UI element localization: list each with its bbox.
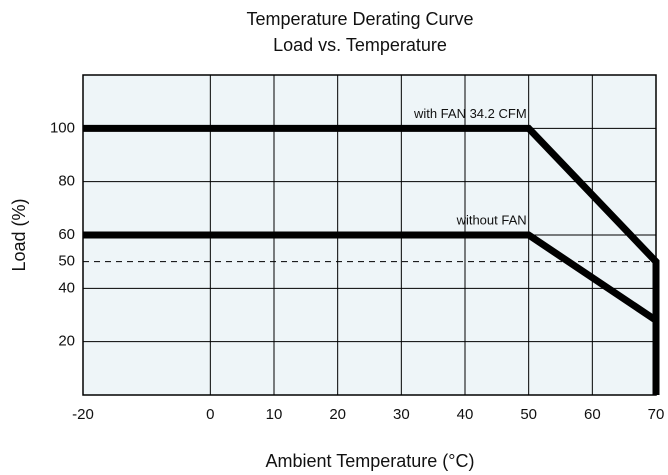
- x-tick-label: 30: [393, 406, 410, 423]
- reference-label: 50: [58, 253, 75, 270]
- x-tick-label: 10: [266, 406, 283, 423]
- x-tick-label: 40: [457, 406, 474, 423]
- y-tick-label: 80: [58, 173, 75, 190]
- y-axis-label: Load (%): [9, 198, 29, 271]
- y-tick-label: 20: [58, 333, 75, 350]
- x-tick-label: 70: [648, 406, 665, 423]
- y-tick-label: 100: [50, 119, 75, 136]
- series-line: [83, 231, 660, 395]
- series-label: without FAN: [456, 212, 527, 227]
- x-axis-label: Ambient Temperature (°C): [266, 451, 475, 471]
- x-tick-label: 50: [520, 406, 537, 423]
- x-tick-label: 60: [584, 406, 601, 423]
- chart-subtitle: Load vs. Temperature: [273, 35, 447, 55]
- x-tick-label: 0: [206, 406, 214, 423]
- y-tick-label: 60: [58, 226, 75, 243]
- y-tick-label: 40: [58, 279, 75, 296]
- series-label: with FAN 34.2 CFM: [413, 106, 527, 121]
- x-tick-label: -20: [72, 406, 94, 423]
- chart-title: Temperature Derating Curve: [246, 9, 473, 29]
- x-tick-label: 20: [329, 406, 346, 423]
